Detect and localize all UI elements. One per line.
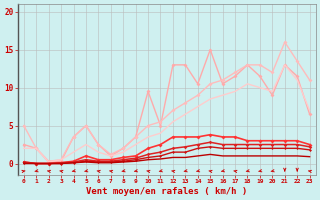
- X-axis label: Vent moyen/en rafales ( km/h ): Vent moyen/en rafales ( km/h ): [86, 187, 247, 196]
